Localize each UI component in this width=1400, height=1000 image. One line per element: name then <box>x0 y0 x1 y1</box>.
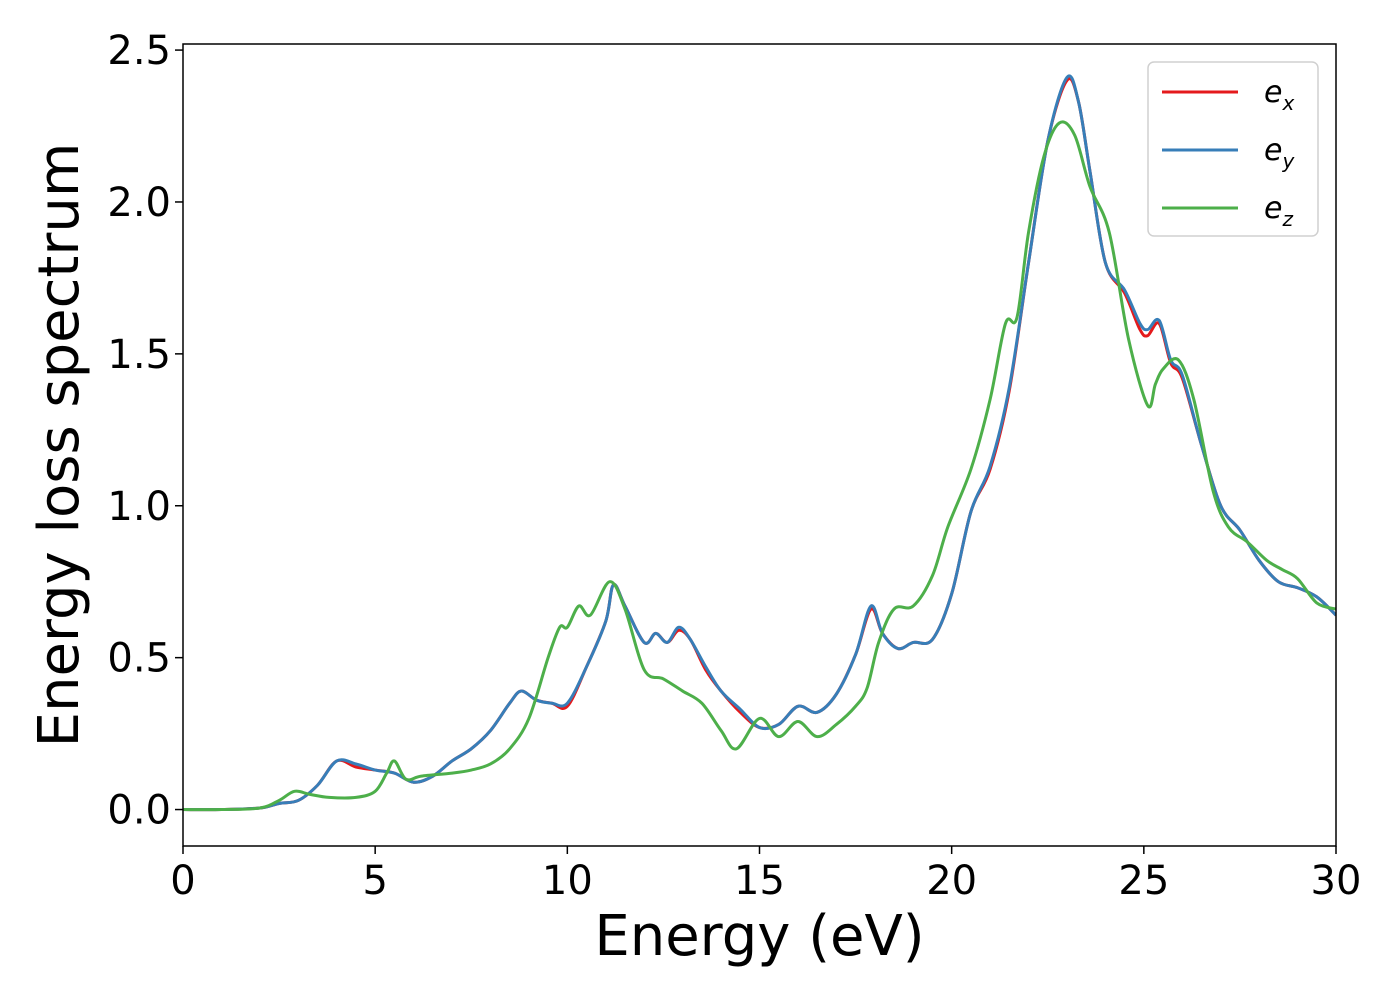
x-tick-label: 0 <box>170 858 195 904</box>
y-axis-label: Energy loss spectrum <box>27 143 92 748</box>
y-tick-label: 2.5 <box>107 28 171 74</box>
x-tick-label: 30 <box>1311 858 1362 904</box>
x-tick-label: 20 <box>926 858 977 904</box>
series-layer <box>183 74 1336 812</box>
y-tick-label: 1.5 <box>107 332 171 378</box>
x-tick-label: 10 <box>542 858 593 904</box>
y-tick-label: 1.0 <box>107 484 171 530</box>
x-tick-label: 25 <box>1118 858 1169 904</box>
y-tick-label: 2.0 <box>107 180 171 226</box>
x-axis-ticks: 0 5 10 15 20 25 30 <box>170 846 1361 904</box>
x-tick-label: 5 <box>362 858 387 904</box>
y-axis-ticks: 0.0 0.5 1.0 1.5 2.0 2.5 <box>107 28 183 834</box>
x-tick-label: 15 <box>734 858 785 904</box>
y-tick-label: 0.5 <box>107 636 171 682</box>
x-axis-label: Energy (eV) <box>594 904 924 969</box>
y-tick-label: 0.0 <box>107 788 171 834</box>
series-line-ez <box>183 120 1336 812</box>
